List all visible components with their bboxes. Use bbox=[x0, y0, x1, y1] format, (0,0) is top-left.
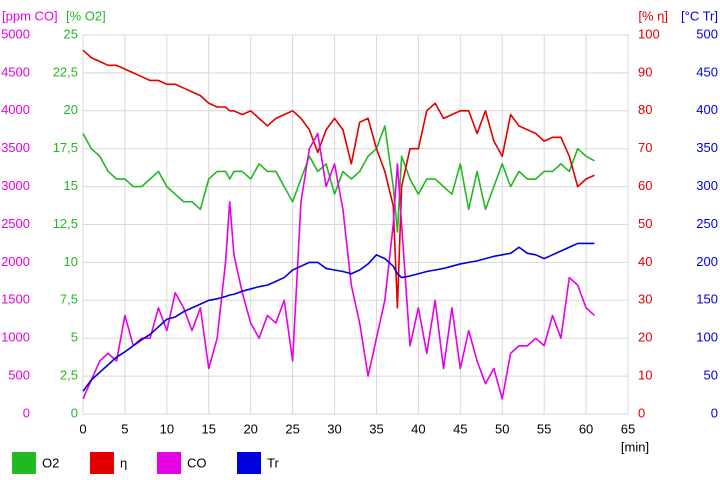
y3-tick-label: 70 bbox=[638, 140, 652, 155]
y3-tick-label: 20 bbox=[638, 330, 652, 345]
x-tick-label: 35 bbox=[369, 421, 383, 436]
x-tick-label: 60 bbox=[579, 421, 593, 436]
legend-label: CO bbox=[187, 455, 207, 470]
y3-tick-label: 80 bbox=[638, 102, 652, 117]
y2-tick-label: 7,5 bbox=[60, 292, 78, 307]
y2-tick-label: 12,5 bbox=[53, 216, 78, 231]
y3-tick-label: 30 bbox=[638, 292, 652, 307]
y3-tick-label: 10 bbox=[638, 368, 652, 383]
x-tick-label: 15 bbox=[202, 421, 216, 436]
y-axis-title: [ppm CO] bbox=[2, 8, 58, 23]
legend-label: η bbox=[120, 455, 127, 470]
y2-tick-label: 22,5 bbox=[53, 64, 78, 79]
x-tick-label: 10 bbox=[160, 421, 174, 436]
y2-tick-label: 15 bbox=[64, 178, 78, 193]
y3-tick-label: 100 bbox=[638, 26, 660, 41]
y-tick-label: 1000 bbox=[1, 330, 30, 345]
y3-tick-label: 0 bbox=[638, 405, 645, 420]
y-tick-label: 4000 bbox=[1, 102, 30, 117]
x-tick-label: 20 bbox=[243, 421, 257, 436]
series-line bbox=[82, 49, 595, 309]
y2-tick-label: 20 bbox=[64, 102, 78, 117]
y4-tick-label: 400 bbox=[696, 102, 718, 117]
series-line bbox=[82, 132, 595, 400]
x-tick-label: 50 bbox=[495, 421, 509, 436]
y4-tick-label: 450 bbox=[696, 64, 718, 79]
x-tick-label: 5 bbox=[121, 421, 128, 436]
y-tick-label: 500 bbox=[8, 368, 30, 383]
legend-label: Tr bbox=[267, 455, 279, 470]
x-tick-label: 25 bbox=[285, 421, 299, 436]
series-line bbox=[82, 125, 595, 233]
y-tick-label: 3000 bbox=[1, 178, 30, 193]
y4-tick-label: 300 bbox=[696, 178, 718, 193]
x-tick-label: 0 bbox=[79, 421, 86, 436]
y-tick-label: 4500 bbox=[1, 64, 30, 79]
y-tick-label: 2000 bbox=[1, 254, 30, 269]
y4-tick-label: 150 bbox=[696, 292, 718, 307]
y-tick-label: 2500 bbox=[1, 216, 30, 231]
y4-tick-label: 350 bbox=[696, 140, 718, 155]
y-tick-label: 1500 bbox=[1, 292, 30, 307]
y2-tick-label: 5 bbox=[71, 330, 78, 345]
x-tick-label: 30 bbox=[327, 421, 341, 436]
y4-tick-label: 0 bbox=[711, 405, 718, 420]
y2-tick-label: 25 bbox=[64, 26, 78, 41]
y-tick-label: 0 bbox=[23, 405, 30, 420]
y4-tick-label: 250 bbox=[696, 216, 718, 231]
x-tick-label: 55 bbox=[537, 421, 551, 436]
legend-swatch bbox=[157, 452, 181, 474]
y3-axis-title: [% η] bbox=[638, 8, 668, 23]
x-tick-label: 40 bbox=[411, 421, 425, 436]
y3-tick-label: 60 bbox=[638, 178, 652, 193]
legend-label: O2 bbox=[42, 455, 59, 470]
y2-tick-label: 0 bbox=[71, 405, 78, 420]
y2-tick-label: 17,5 bbox=[53, 140, 78, 155]
y3-tick-label: 40 bbox=[638, 254, 652, 269]
y2-tick-label: 2,5 bbox=[60, 368, 78, 383]
y2-tick-label: 10 bbox=[64, 254, 78, 269]
legend-swatch bbox=[12, 452, 36, 474]
y4-axis-title: [°C Tr] bbox=[681, 8, 718, 23]
legend-swatch bbox=[237, 452, 261, 474]
y3-tick-label: 90 bbox=[638, 64, 652, 79]
x-tick-label: 45 bbox=[453, 421, 467, 436]
series-line bbox=[82, 242, 595, 392]
y4-tick-label: 50 bbox=[704, 368, 718, 383]
legend-swatch bbox=[90, 452, 114, 474]
y-tick-label: 5000 bbox=[1, 26, 30, 41]
y4-tick-label: 200 bbox=[696, 254, 718, 269]
y3-tick-label: 50 bbox=[638, 216, 652, 231]
x-axis-title: [min] bbox=[621, 439, 649, 454]
y4-tick-label: 100 bbox=[696, 330, 718, 345]
y2-axis-title: [% O2] bbox=[66, 8, 106, 23]
y4-tick-label: 500 bbox=[696, 26, 718, 41]
x-tick-label: 65 bbox=[621, 421, 635, 436]
y-tick-label: 3500 bbox=[1, 140, 30, 155]
